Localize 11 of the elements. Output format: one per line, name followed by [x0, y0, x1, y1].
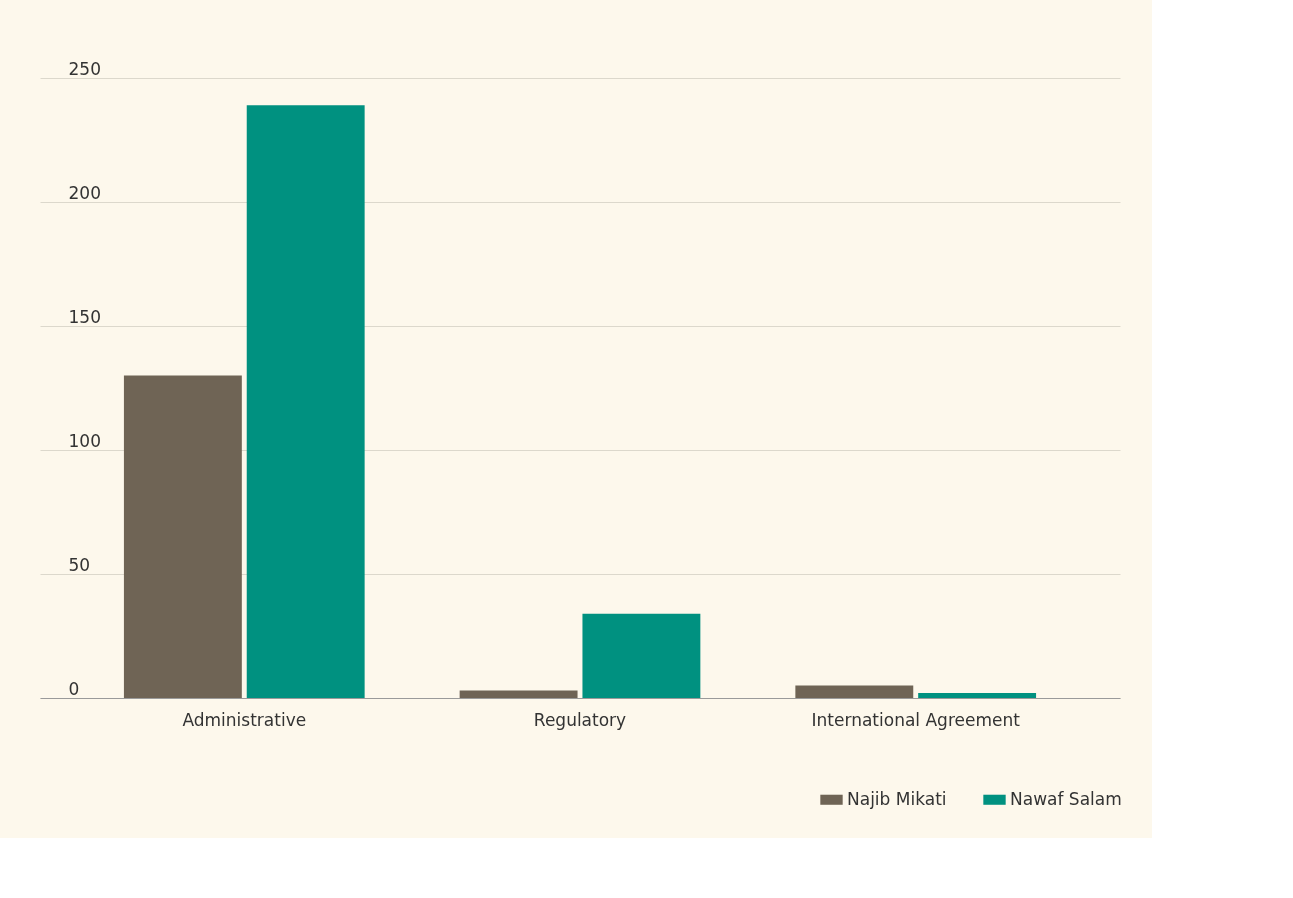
y-tick-label: 50 [68, 554, 91, 575]
x-tick-label: Regulatory [533, 709, 627, 730]
x-tick-label: International Agreement [811, 709, 1021, 730]
legend-label: Nawaf Salam [1010, 788, 1122, 809]
x-tick-label: Administrative [182, 709, 307, 730]
y-tick-label: 200 [68, 182, 101, 203]
legend-label: Najib Mikati [847, 788, 947, 809]
y-tick-label: 250 [68, 58, 101, 79]
y-tick-label: 0 [68, 678, 80, 699]
y-tick-label: 100 [68, 430, 101, 451]
y-tick-label: 150 [68, 306, 101, 327]
